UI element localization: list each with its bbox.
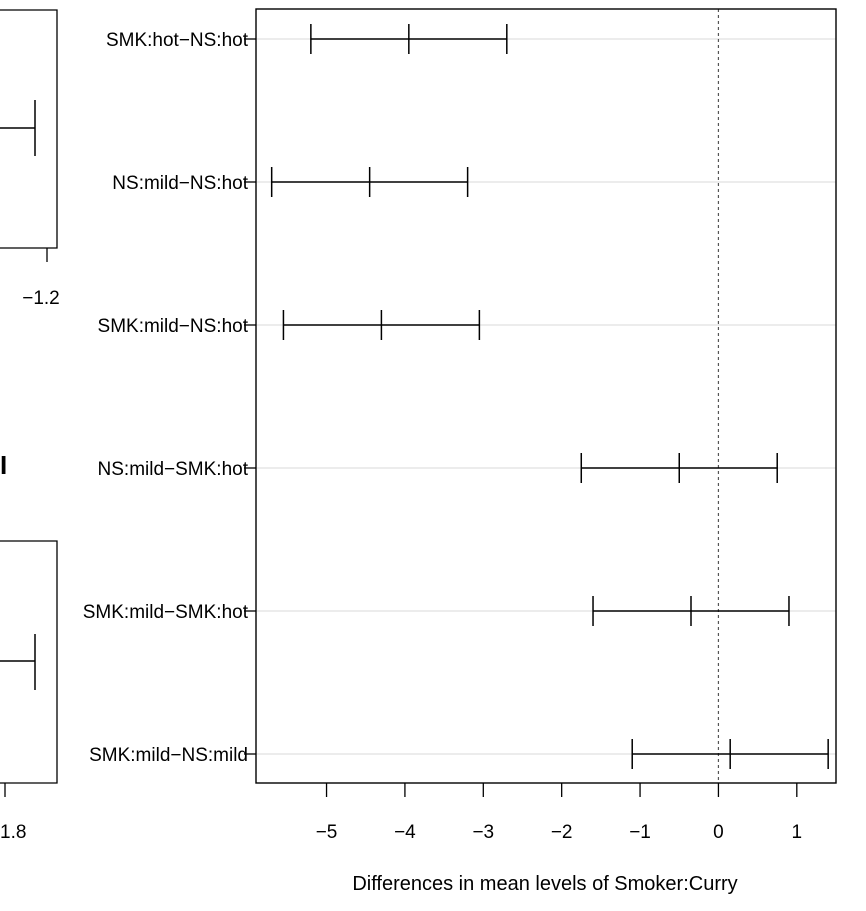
comparison-label: NS:mild−NS:hot [112, 173, 248, 194]
background-panel-lower: 1.8 [0, 540, 58, 843]
comparison-label: SMK:hot−NS:hot [106, 30, 249, 51]
background-panel-upper-tick-label: −1.2 [22, 288, 60, 309]
background-stray-glyph: I [0, 450, 7, 480]
x-tick-label: −5 [316, 822, 338, 843]
comparison-label: SMK:mild−SMK:hot [83, 602, 249, 623]
x-tick-label: 1 [792, 822, 803, 843]
background-panel-upper: −1.2 [0, 9, 60, 309]
confidence-intervals [270, 24, 829, 769]
x-tick-label: −2 [551, 822, 573, 843]
gridlines [256, 38, 836, 755]
x-tick-label: −1 [629, 822, 651, 843]
x-axis-title: Differences in mean levels of Smoker:Cur… [352, 873, 737, 895]
x-tick-label: −4 [394, 822, 416, 843]
x-tick-label: 0 [713, 822, 724, 843]
comparison-labels: SMK:hot−NS:hot NS:mild−NS:hot SMK:mild−NS:… [83, 30, 256, 766]
x-axis: −5 −4 −3 −2 −1 0 1 [316, 783, 802, 843]
comparison-label: NS:mild−SMK:hot [98, 459, 249, 480]
comparison-label: SMK:mild−NS:mild [89, 745, 248, 766]
comparison-label: SMK:mild−NS:hot [98, 316, 249, 337]
background-panel-lower-tick-label: 1.8 [0, 822, 26, 843]
plot-frame [255, 8, 837, 784]
x-tick-label: −3 [472, 822, 494, 843]
